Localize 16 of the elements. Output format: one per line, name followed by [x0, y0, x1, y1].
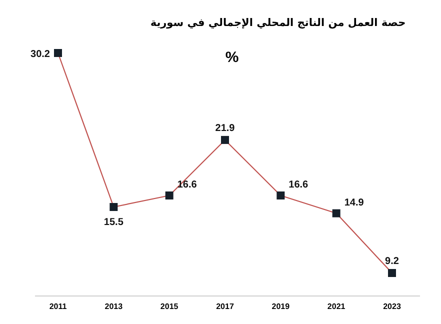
chart-subtitle: % [225, 49, 239, 66]
x-tick-label: 2015 [160, 302, 179, 311]
data-label: 16.6 [288, 179, 309, 190]
chart-title: حصة العمل من الناتج المحلي الإجمالي في سورية [150, 17, 406, 29]
data-label: 9.2 [385, 256, 400, 267]
data-label: 16.6 [177, 179, 198, 190]
x-tick-label: 2017 [216, 302, 234, 311]
data-label: 30.2 [30, 49, 50, 60]
data-label: 21.9 [215, 122, 236, 134]
data-label: 15.5 [104, 217, 124, 228]
x-tick-label: 2023 [383, 302, 402, 311]
x-tick-label: 2011 [49, 302, 68, 311]
data-label: 14.9 [344, 197, 364, 208]
x-tick-label: 2013 [104, 302, 124, 311]
x-tick-label: 2021 [327, 302, 346, 311]
x-tick-label: 2019 [272, 302, 290, 311]
